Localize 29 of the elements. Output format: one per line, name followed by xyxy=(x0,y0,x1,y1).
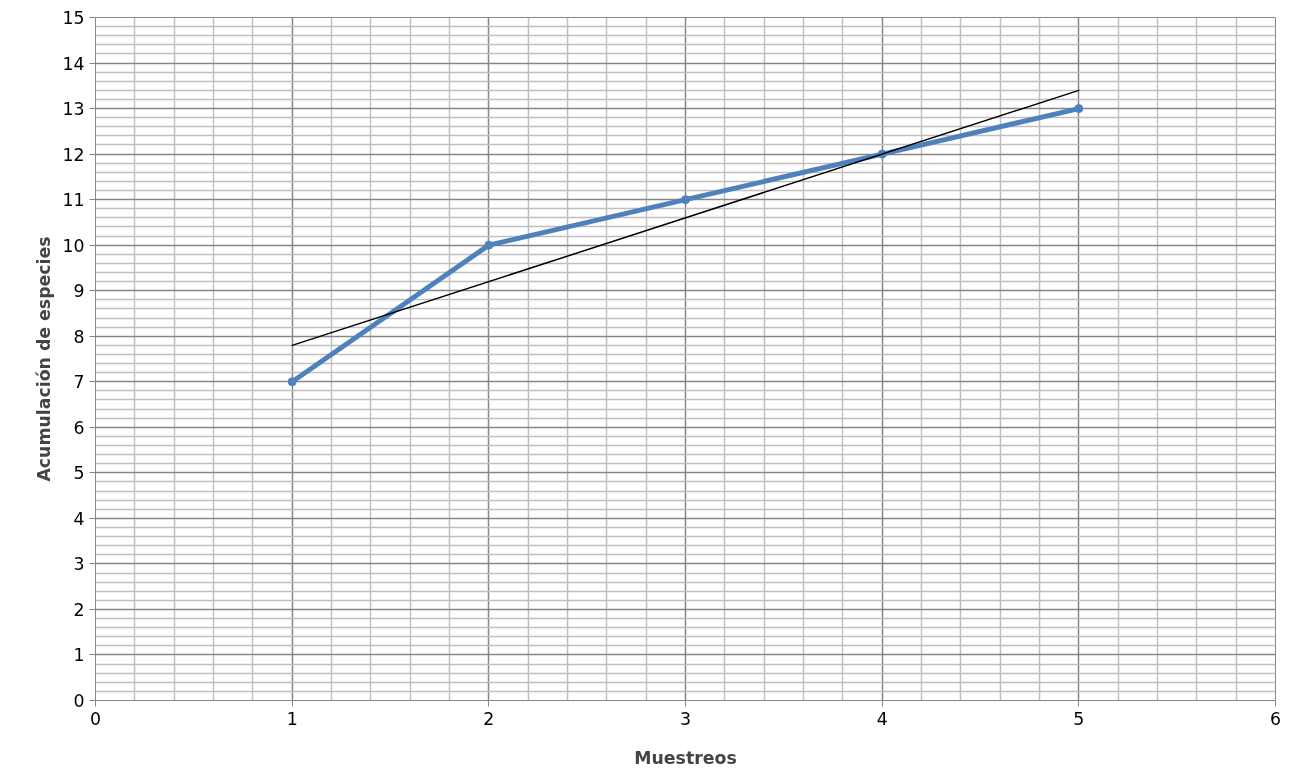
y-tick-label: 12 xyxy=(62,144,85,165)
y-tick-label: 1 xyxy=(73,645,85,666)
y-tick-label: 9 xyxy=(73,281,85,302)
y-tick-label: 11 xyxy=(62,190,85,211)
x-tick-label: 5 xyxy=(1073,708,1085,729)
point xyxy=(1074,104,1084,114)
x-tick-label: 0 xyxy=(89,708,102,729)
x-tick-label: 4 xyxy=(876,708,888,729)
y-tick-label: 8 xyxy=(73,326,85,347)
y-axis-title: Acumulación de especies xyxy=(34,236,55,482)
y-tick-label: 3 xyxy=(73,554,85,575)
point xyxy=(681,195,690,205)
y-tick-label: 14 xyxy=(62,53,85,74)
y-tick-label: 4 xyxy=(73,508,85,529)
y-tick-label: 15 xyxy=(62,8,85,28)
x-tick-label: 1 xyxy=(286,708,298,729)
x-tick-label: 3 xyxy=(679,708,692,729)
y-tick-label: 7 xyxy=(73,372,85,393)
point xyxy=(287,377,297,387)
y-tick-label: 10 xyxy=(62,235,85,256)
x-tick-label: 2 xyxy=(483,708,495,729)
y-tick-label: 6 xyxy=(73,417,85,438)
y-tick-label: 2 xyxy=(73,599,85,620)
y-tick-label: 13 xyxy=(62,99,85,120)
point xyxy=(484,240,494,250)
y-tick-label: 0 xyxy=(73,691,85,711)
x-tick-label: 6 xyxy=(1269,708,1282,729)
x-axis-title: Muestreos xyxy=(634,747,737,768)
y-tick-label: 5 xyxy=(73,463,85,484)
